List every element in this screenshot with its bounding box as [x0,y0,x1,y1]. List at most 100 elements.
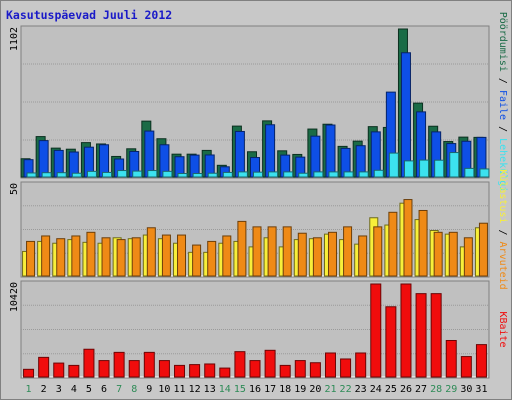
bar-bottom-KBaite-10 [158,360,170,378]
legend-top: Pöördumisi / Faile / Lehekülgi [497,12,508,193]
legend-middle: Külastusi / Arvuteid [497,169,508,289]
bar-bottom-KBaite-21 [324,352,336,378]
legend-item: / [497,223,508,241]
bar-bottom-KBaite-13 [204,363,216,378]
legend-item: Lehekülgi [497,138,508,192]
bar-bottom-KBaite-16 [249,360,261,378]
bar-bottom-KBaite-15 [234,351,246,378]
bar-top-Lehekülgi-1 [26,172,37,178]
bar-middle-Arvuteid-31 [478,222,488,277]
bar-middle-Arvuteid-27 [418,209,428,277]
bar-middle-Arvuteid-29 [448,231,458,277]
x-tick-label-day-3: 3 [56,384,62,395]
bar-middle-Arvuteid-14 [222,235,232,277]
x-tick-label-day-17: 17 [264,384,276,395]
bar-bottom-KBaite-12 [189,364,201,378]
x-tick-label-day-25: 25 [385,384,397,395]
bar-top-Lehekülgi-26 [403,160,414,178]
bar-bottom-KBaite-17 [264,349,276,378]
bar-bottom-KBaite-7 [113,351,125,378]
legend-bottom: KBaite [497,311,508,347]
bar-top-Lehekülgi-11 [177,173,188,178]
legend-item: / [497,72,508,90]
bar-middle-Arvuteid-28 [433,231,443,277]
bar-middle-Arvuteid-2 [41,235,51,277]
x-tick-label-day-23: 23 [355,384,367,395]
bar-bottom-KBaite-31 [475,344,487,378]
bar-middle-Arvuteid-18 [282,226,292,277]
bar-top-Lehekülgi-6 [102,171,113,178]
bar-top-Lehekülgi-17 [268,171,279,178]
bar-middle-Arvuteid-3 [56,238,66,277]
bar-top-Faile-20 [310,135,321,178]
bar-middle-Arvuteid-11 [177,234,187,277]
bar-middle-Arvuteid-15 [237,220,247,277]
bar-bottom-KBaite-3 [53,362,65,378]
x-tick-label-day-11: 11 [173,384,185,395]
legend-item: Faile [497,90,508,120]
x-tick-label-day-27: 27 [415,384,427,395]
bar-bottom-KBaite-23 [355,352,367,378]
x-tick-label-day-8: 8 [131,384,137,395]
bar-top-Lehekülgi-20 [313,171,324,178]
bar-middle-Arvuteid-5 [86,231,96,277]
x-tick-label-day-15: 15 [234,384,246,395]
y-tick-label-middle: 50 [9,183,20,195]
bar-bottom-KBaite-5 [83,348,95,378]
bar-top-Faile-26 [400,52,411,178]
bar-top-Lehekülgi-14 [222,171,233,178]
bar-bottom-KBaite-26 [400,283,412,378]
x-tick-label-day-19: 19 [294,384,306,395]
legend-item: Külastusi [497,169,508,223]
x-tick-label-day-14: 14 [219,384,231,395]
bar-bottom-KBaite-9 [143,351,155,378]
x-tick-label-day-28: 28 [430,384,442,395]
bar-middle-Arvuteid-6 [101,237,111,277]
x-tick-label-day-2: 2 [41,384,47,395]
x-tick-label-day-29: 29 [445,384,457,395]
bar-middle-Arvuteid-12 [192,244,202,277]
bar-bottom-KBaite-27 [415,293,427,378]
bar-middle-Arvuteid-24 [373,226,383,277]
bar-middle-Arvuteid-8 [131,237,141,277]
bar-bottom-KBaite-25 [385,306,397,378]
bar-bottom-KBaite-6 [98,360,110,378]
bar-middle-Arvuteid-13 [207,240,217,277]
bar-top-Faile-15 [234,130,245,178]
bar-bottom-KBaite-14 [219,367,231,378]
bar-top-Lehekülgi-28 [434,159,445,178]
bar-top-Lehekülgi-31 [479,168,490,178]
bar-bottom-KBaite-28 [430,293,442,378]
bar-top-Lehekülgi-5 [86,170,97,178]
bar-middle-Arvuteid-16 [252,226,262,277]
bar-top-Lehekülgi-25 [388,152,399,178]
bar-bottom-KBaite-30 [460,356,472,378]
x-tick-label-day-7: 7 [116,384,122,395]
bar-top-Lehekülgi-8 [132,170,143,178]
bar-top-Lehekülgi-2 [41,172,52,178]
bar-bottom-KBaite-19 [294,360,306,378]
bar-middle-Arvuteid-10 [161,234,171,277]
bar-top-Faile-2 [38,140,49,178]
bar-bottom-KBaite-2 [38,356,50,378]
bar-top-Lehekülgi-10 [162,170,173,178]
bar-middle-Arvuteid-21 [327,231,337,277]
bar-bottom-KBaite-18 [279,364,291,378]
bar-middle-Arvuteid-7 [116,239,126,277]
bar-top-Faile-17 [265,124,276,178]
bar-bottom-KBaite-29 [445,339,457,378]
bar-top-Lehekülgi-21 [328,171,339,178]
bar-middle-Arvuteid-30 [463,237,473,277]
bar-bottom-KBaite-8 [128,360,140,378]
legend-item: / [497,120,508,138]
x-tick-label-day-20: 20 [309,384,321,395]
bar-top-Faile-21 [325,124,336,178]
x-tick-label-day-30: 30 [460,384,472,395]
bar-middle-Arvuteid-20 [312,237,322,277]
x-tick-label-day-22: 22 [340,384,352,395]
x-tick-label-day-4: 4 [71,384,77,395]
x-tick-label-day-9: 9 [146,384,152,395]
x-tick-label-day-26: 26 [400,384,412,395]
bar-top-Lehekülgi-9 [147,170,158,178]
